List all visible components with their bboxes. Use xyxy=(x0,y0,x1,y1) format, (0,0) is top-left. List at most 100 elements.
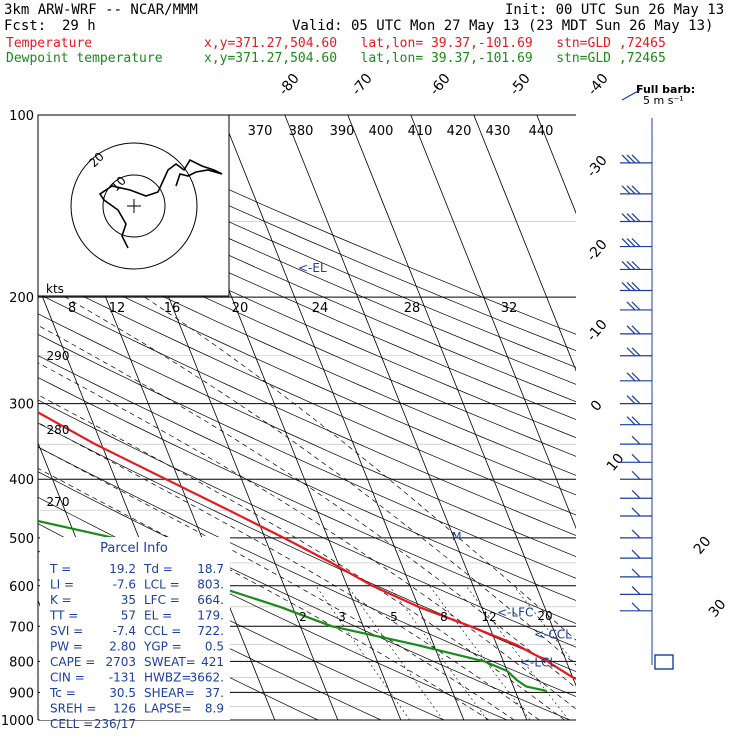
parcel-info-key: LFC = xyxy=(144,593,180,607)
isotherm-label: -50 xyxy=(507,71,534,99)
parcel-info-value: 2703 xyxy=(105,655,136,669)
forecast-hour: 29 h xyxy=(62,18,96,34)
pressure-tick-label: 1000 xyxy=(1,714,34,729)
mixing-ratio-label: 5 xyxy=(390,610,398,624)
wind-barb xyxy=(626,372,636,382)
isotherm-line xyxy=(473,115,576,372)
wind-barb xyxy=(626,325,636,335)
parcel-info-title: Parcel Info xyxy=(100,541,168,556)
wind-barbs: Full barb:5 m s⁻¹ xyxy=(620,83,695,670)
wind-barb xyxy=(631,453,641,463)
wind-barb xyxy=(626,154,636,164)
dry-adiabat-line xyxy=(38,132,576,368)
parcel-info-key: YGP = xyxy=(143,640,182,654)
parcel-info-background xyxy=(40,537,230,720)
theta-label: 430 xyxy=(486,124,511,139)
parcel-info-key: LCL = xyxy=(144,578,180,592)
parcel-info-value: -7.6 xyxy=(113,578,136,592)
moist-adiabat-line xyxy=(38,446,515,720)
wind-barb xyxy=(631,282,641,291)
wind-barb xyxy=(631,489,641,499)
temperature-legend: Temperature xyxy=(6,36,93,51)
isotherm-label: -80 xyxy=(276,71,303,99)
isotherm-label: -30 xyxy=(584,153,611,181)
hodograph-scale-label: 12 xyxy=(109,301,126,316)
parcel-info-key: SVI = xyxy=(50,624,83,638)
hodograph-scale-label: 20 xyxy=(232,301,249,316)
moist-adiabat-line xyxy=(38,394,565,720)
moist-adiabat-line xyxy=(65,296,576,666)
hodograph-ring-outer xyxy=(70,142,198,270)
hodograph-ring-inner xyxy=(102,174,166,238)
dry-adiabat-line xyxy=(38,355,576,601)
parcel-info-value: 30.5 xyxy=(109,686,136,700)
parcel-info-value: 8.9 xyxy=(205,702,224,716)
level-marker-m: M xyxy=(452,530,462,543)
wind-barb xyxy=(631,395,641,405)
isotherm-label: -10 xyxy=(584,317,611,345)
dry-adiabat-line xyxy=(38,182,576,420)
mixing-ratio-line xyxy=(513,585,576,666)
wind-barb xyxy=(631,549,641,559)
dry-adiabat-line xyxy=(38,446,576,697)
parcel-info-key: TT = xyxy=(49,609,78,623)
wind-barb xyxy=(631,416,641,426)
temperature-line xyxy=(38,411,576,680)
parcel-info-key: CAPE = xyxy=(50,655,95,669)
level-annotation: <-LCL xyxy=(520,655,556,669)
moist-adiabat-line xyxy=(38,324,576,689)
wind-barb xyxy=(631,585,641,595)
pressure-tick-label: 400 xyxy=(9,473,34,488)
wind-barb xyxy=(621,213,631,222)
wind-barb xyxy=(631,602,641,612)
theta-label: 380 xyxy=(289,124,314,139)
mixing-ratio-line xyxy=(347,585,444,720)
hodograph-scale-label: 32 xyxy=(501,301,518,316)
wind-barb xyxy=(631,185,641,195)
surface-wind-cluster xyxy=(654,654,674,670)
barb-legend-line2: 5 m s⁻¹ xyxy=(643,94,684,107)
wind-barb xyxy=(631,435,641,445)
parcel-info-value: 236/17 xyxy=(94,717,136,731)
level-annotation: <-CCL xyxy=(534,627,572,641)
parcel-info-value: -7.4 xyxy=(113,624,136,638)
isotherm-label: -60 xyxy=(427,71,454,99)
parcel-info-value: 2.80 xyxy=(109,640,136,654)
wind-barb xyxy=(621,282,631,291)
parcel-info-key: LI = xyxy=(50,578,74,592)
wind-barb xyxy=(631,325,641,335)
pressure-tick-label: 900 xyxy=(9,686,34,701)
parcel-info-value: -131 xyxy=(109,671,136,685)
dry-adiabat-line xyxy=(38,235,576,476)
barb-legend-line1: Full barb: xyxy=(636,83,695,96)
dewpoint-line xyxy=(38,519,547,692)
pressure-tick-label: 500 xyxy=(9,532,34,547)
theta-low-label: 280 xyxy=(47,423,70,437)
theta-label: 410 xyxy=(408,124,433,139)
dry-adiabat-line xyxy=(38,165,576,403)
wind-barb xyxy=(626,185,636,195)
theta-label: 420 xyxy=(447,124,472,139)
parcel-info-value: 57 xyxy=(121,609,136,623)
dry-adiabat-line xyxy=(38,334,576,579)
theta-label: 390 xyxy=(330,124,355,139)
isotherm-label: 20 xyxy=(691,534,715,558)
valid-time: Valid: 05 UTC Mon 27 May 13 (23 MDT Sun … xyxy=(292,18,714,34)
sounding-curves xyxy=(38,411,576,692)
parcel-info-key: PW = xyxy=(50,640,83,654)
wind-barb xyxy=(621,154,631,164)
wind-barb xyxy=(631,470,641,480)
parcel-info-key: EL = xyxy=(144,609,172,623)
pressure-tick-label: 100 xyxy=(9,109,34,124)
isotherm-label: -20 xyxy=(584,237,611,265)
parcel-info-key: SHEAR= xyxy=(144,686,195,700)
parcel-info-value: 421 xyxy=(201,655,224,669)
theta-low-label: 290 xyxy=(47,349,70,363)
isotherm-label: 30 xyxy=(706,597,730,621)
mixing-ratio-label: 8 xyxy=(440,610,448,624)
wind-barb xyxy=(631,154,641,164)
wind-barb xyxy=(626,261,636,270)
parcel-info-key: Tc = xyxy=(49,686,76,700)
